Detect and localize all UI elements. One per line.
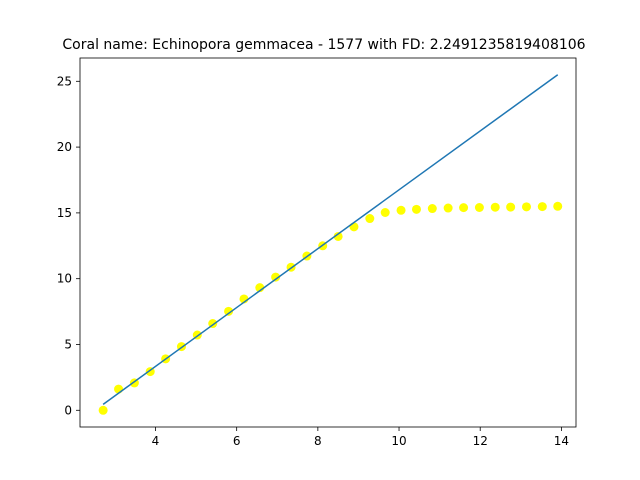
scatter-point — [271, 272, 281, 282]
x-tick-label: 12 — [473, 434, 488, 448]
y-tick-label: 20 — [57, 140, 72, 154]
y-tick-label: 15 — [57, 206, 72, 220]
x-tick-label: 8 — [314, 434, 322, 448]
scatter-point — [396, 205, 406, 215]
x-tick-label: 4 — [152, 434, 160, 448]
y-tick-label: 5 — [64, 337, 72, 351]
axes: 4 6 8 10 12 14 0 5 10 15 20 25 — [57, 57, 577, 448]
scatter-point — [553, 201, 563, 211]
scatter-point — [333, 231, 343, 241]
scatter-point — [114, 384, 124, 394]
scatter-point — [521, 202, 531, 212]
y-tick-label: 0 — [64, 403, 72, 417]
scatter-point — [459, 203, 469, 213]
scatter-point — [427, 204, 437, 214]
plot-frame — [79, 57, 577, 428]
x-tick-label: 6 — [233, 434, 241, 448]
scatter-point — [443, 203, 453, 213]
chart-title: Coral name: Echinopora gemmacea - 1577 w… — [62, 37, 585, 53]
scatter-point — [490, 202, 500, 212]
scatter-point — [411, 204, 421, 214]
scatter-point — [537, 202, 547, 212]
scatter-point — [98, 405, 108, 415]
scatter-point — [224, 306, 234, 316]
y-tick-label: 10 — [57, 272, 72, 286]
scatter-point — [506, 202, 516, 212]
plot-marks — [98, 74, 563, 415]
scatter-point — [474, 203, 484, 212]
y-tick-label: 25 — [57, 74, 72, 88]
x-tick-label: 14 — [554, 434, 569, 448]
x-tick-label: 10 — [391, 434, 406, 448]
scatter-point — [349, 222, 359, 232]
scatter-point — [365, 214, 375, 224]
scatter-point — [380, 208, 390, 217]
fit-line — [102, 74, 559, 405]
